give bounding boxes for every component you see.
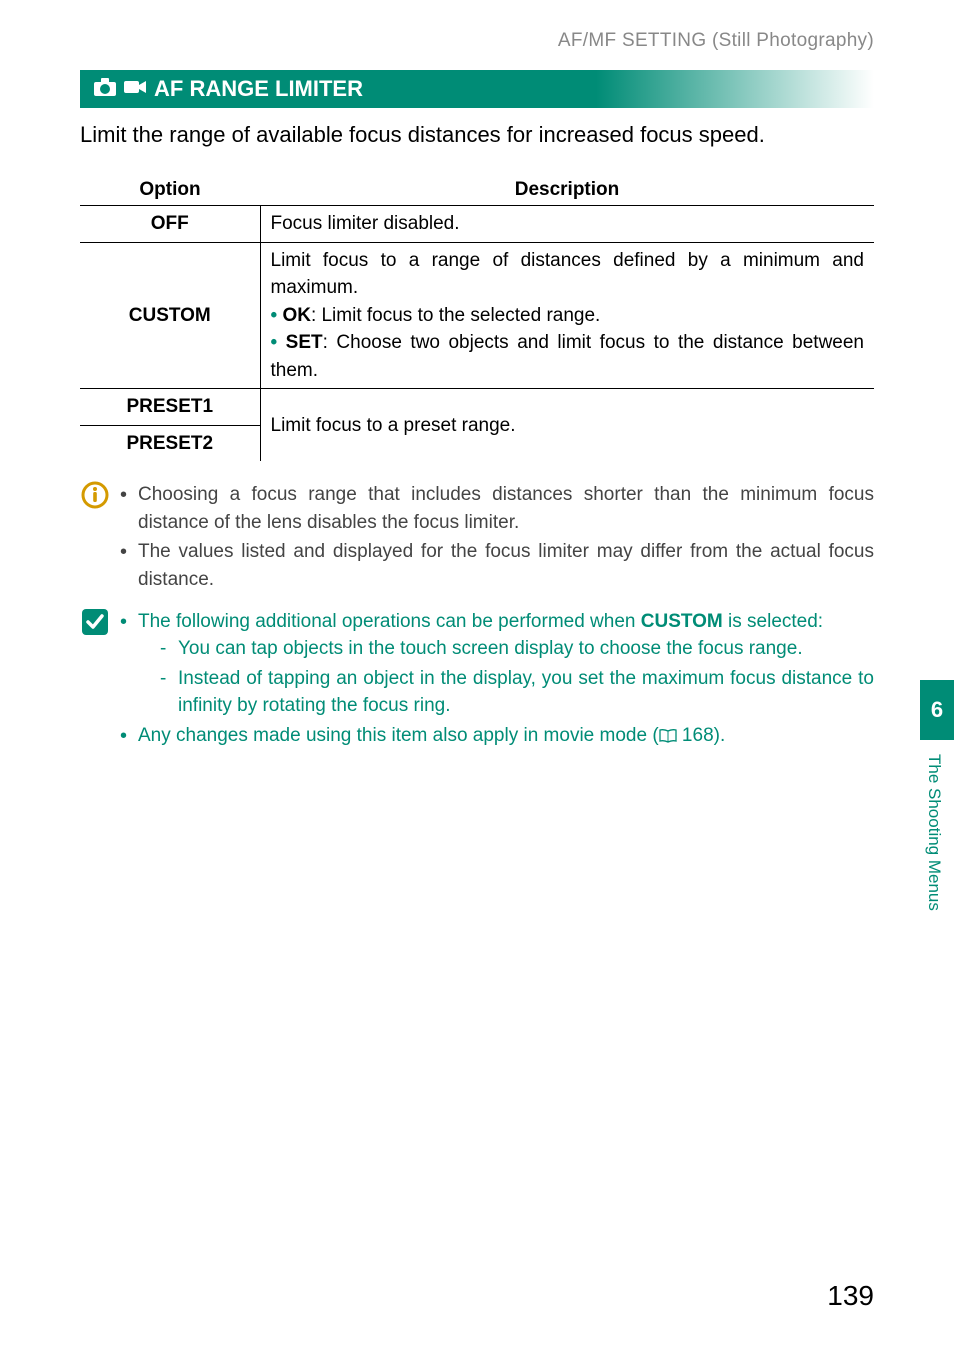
section-heading-bar: AF RANGE LIMITER [80, 70, 874, 108]
desc-presets: Limit focus to a preset range. [260, 389, 874, 462]
breadcrumb: AF/MF SETTING (Still Photography) [80, 30, 874, 52]
tip-lead-c: is selected: [723, 611, 823, 632]
caution-text: Choosing a focus range that includes dis… [120, 481, 874, 595]
chapter-tab: 6 The Shooting Menus [920, 680, 954, 911]
table-row: OFF Focus limiter disabled. [80, 206, 874, 243]
option-off: OFF [80, 206, 260, 243]
option-preset2: PRESET2 [80, 425, 260, 461]
chapter-number: 6 [920, 680, 954, 740]
tip-text: The following additional operations can … [120, 608, 874, 754]
option-preset1: PRESET1 [80, 389, 260, 426]
set-label: SET [286, 332, 323, 353]
col-header-option: Option [80, 175, 260, 206]
caution-note: Choosing a focus range that includes dis… [80, 481, 874, 595]
tip-lead-b: CUSTOM [641, 611, 723, 632]
tip-last-b: 168). [677, 725, 726, 746]
desc-custom: Limit focus to a range of distances defi… [260, 242, 874, 389]
movie-icon [124, 76, 146, 102]
custom-set-line: • SET: Choose two objects and limit focu… [271, 329, 865, 384]
tip-sub-item: Instead of tapping an object in the disp… [160, 665, 874, 720]
caution-item: Choosing a focus range that includes dis… [120, 481, 874, 536]
options-table: Option Description OFF Focus limiter dis… [80, 175, 874, 461]
tip-last-a: Any changes made using this item also ap… [138, 725, 659, 746]
option-custom: CUSTOM [80, 242, 260, 389]
desc-off: Focus limiter disabled. [260, 206, 874, 243]
tip-lead-a: The following additional operations can … [138, 611, 641, 632]
tip-icon [80, 608, 110, 638]
col-header-description: Description [260, 175, 874, 206]
tip-note: The following additional operations can … [80, 608, 874, 754]
camera-icon [94, 76, 116, 102]
book-icon [659, 724, 677, 752]
intro-text: Limit the range of available focus dista… [80, 118, 874, 151]
chapter-title: The Shooting Menus [924, 754, 944, 911]
table-row: CUSTOM Limit focus to a range of distanc… [80, 242, 874, 389]
ok-label: OK [282, 305, 311, 326]
caution-item: The values listed and displayed for the … [120, 538, 874, 593]
page-number: 139 [827, 1280, 874, 1312]
tip-last: Any changes made using this item also ap… [120, 722, 874, 752]
table-row: PRESET1 Limit focus to a preset range. [80, 389, 874, 426]
tip-lead: The following additional operations can … [120, 608, 874, 720]
tip-sub-item: You can tap objects in the touch screen … [160, 635, 874, 663]
custom-ok-line: • OK: Limit focus to the selected range. [271, 302, 865, 330]
section-title: AF RANGE LIMITER [154, 76, 363, 102]
custom-lead: Limit focus to a range of distances defi… [271, 247, 865, 302]
set-text: : Choose two objects and limit focus to … [271, 332, 865, 381]
ok-text: : Limit focus to the selected range. [311, 305, 600, 326]
caution-icon [80, 481, 110, 511]
